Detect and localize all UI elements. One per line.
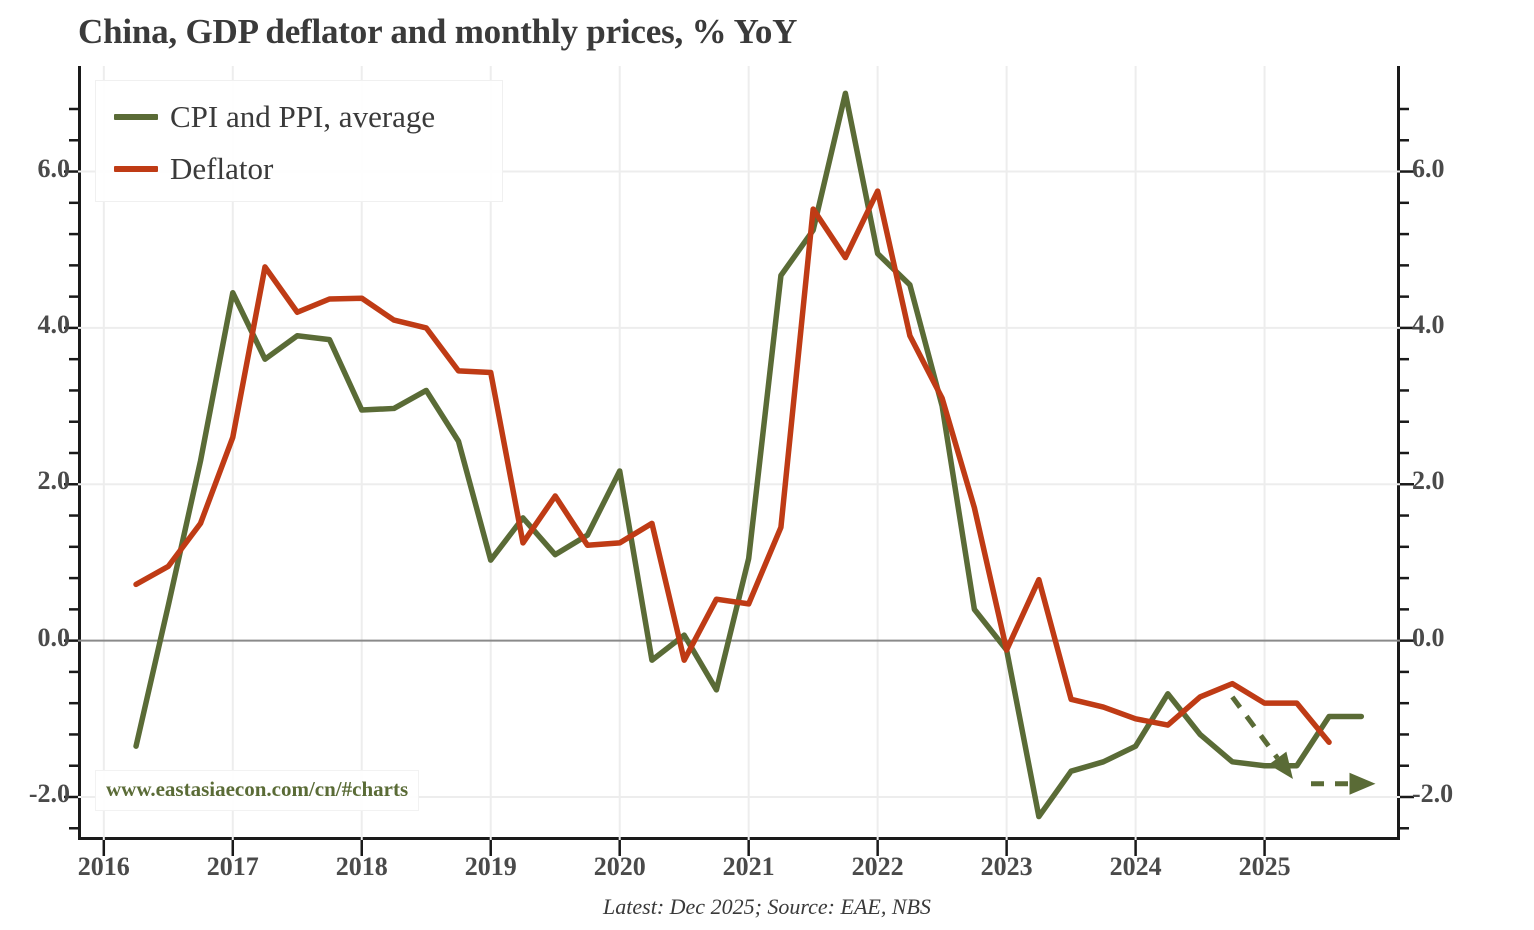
axis-ticks <box>64 107 1414 856</box>
y-axis-right <box>1397 66 1400 840</box>
y-tick-label-right: -2.0 <box>1412 779 1454 808</box>
x-tick-label: 2023 <box>980 852 1033 881</box>
legend-swatch-red <box>114 166 158 172</box>
watermark-url[interactable]: www.eastasiaecon.com/cn/#charts <box>95 770 420 811</box>
x-axis <box>78 837 1400 840</box>
y-tick-label-right: 4.0 <box>1412 309 1445 339</box>
legend-item-deflator[interactable]: Deflator <box>114 151 273 187</box>
x-tick-label: 2016 <box>77 852 130 881</box>
series-line-deflator <box>133 188 1332 746</box>
annotation-arrowhead-0 <box>1268 751 1293 780</box>
legend-label-cpi-ppi: CPI and PPI, average <box>170 99 436 134</box>
x-tick-label: 2017 <box>206 852 259 881</box>
y-tick-label-left: -2.0 <box>28 779 70 808</box>
legend: CPI and PPI, average Deflator <box>95 80 503 202</box>
y-tick-label-left: 2.0 <box>37 466 71 496</box>
y-tick-label-left: 0.0 <box>37 622 71 652</box>
x-tick-label: 2020 <box>593 852 646 881</box>
legend-label-deflator: Deflator <box>170 151 274 186</box>
x-tick-label: 2025 <box>1238 852 1291 881</box>
legend-swatch-green <box>114 114 158 120</box>
x-tick-label: 2018 <box>335 852 388 881</box>
x-tick-label: 2021 <box>722 852 775 881</box>
y-tick-label-left: 6.0 <box>37 153 71 183</box>
page-title: China, GDP deflator and monthly prices, … <box>78 12 798 51</box>
y-tick-label-right: 2.0 <box>1412 466 1445 496</box>
x-tick-label: 2019 <box>464 852 517 881</box>
annotation-dashed-line-0 <box>1230 695 1280 760</box>
plot-area <box>78 66 1400 840</box>
legend-item-cpi-ppi[interactable]: CPI and PPI, average <box>114 99 435 135</box>
y-axis-left <box>78 66 81 840</box>
series-line-cpi-ppi <box>133 90 1365 820</box>
x-tick-label: 2024 <box>1109 852 1162 881</box>
y-tick-label-right: 0.0 <box>1412 622 1445 652</box>
source-note: Latest: Dec 2025; Source: EAE, NBS <box>603 894 931 919</box>
y-tick-label-left: 4.0 <box>37 309 71 339</box>
y-tick-label-right: 6.0 <box>1412 153 1445 183</box>
annotation-arrowhead-1 <box>1349 772 1376 795</box>
x-tick-label: 2022 <box>851 852 904 881</box>
